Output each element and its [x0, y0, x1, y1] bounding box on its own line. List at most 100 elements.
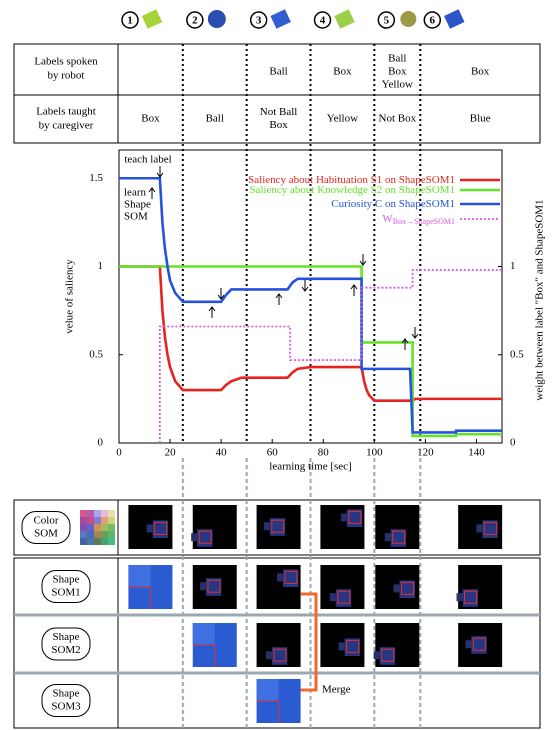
annotation: Shape: [124, 199, 151, 211]
merge-label: Merge: [322, 684, 351, 696]
som-unit: [277, 573, 285, 581]
legend-name: Curiosity C on ShapeSOM1: [331, 198, 455, 210]
palette-cell: [101, 510, 108, 517]
x-tick-label: 120: [417, 447, 434, 459]
y-tick-label: 1: [98, 260, 104, 272]
step-number: 3: [256, 15, 262, 27]
som-label: Color: [33, 515, 58, 527]
step-number: 1: [127, 15, 133, 27]
palette-cell: [101, 524, 108, 531]
legend-name: Saliency about Knowledge S2 on ShapeSOM1: [249, 184, 455, 196]
row-header: by robot: [48, 70, 85, 82]
som-label: SOM1: [51, 587, 80, 599]
y-tick-label: 0.5: [89, 348, 103, 360]
table-cell: Box: [141, 113, 160, 125]
annotation: learn: [124, 187, 146, 199]
palette-cell: [108, 517, 115, 524]
som-label: Shape: [53, 574, 80, 586]
som-label: SOM: [34, 528, 58, 540]
row-header: Labels taught: [36, 106, 96, 118]
som-unit: [374, 651, 382, 659]
palette-cell: [108, 538, 115, 545]
x-tick-label: 40: [216, 447, 228, 459]
y-axis-label: velue of saliency: [64, 259, 76, 334]
row-header: by caregiver: [39, 120, 94, 132]
palette-cell: [94, 531, 101, 538]
palette-cell: [108, 510, 115, 517]
palette-cell: [94, 517, 101, 524]
palette-cell: [80, 531, 87, 538]
som-unit: [339, 642, 347, 650]
table-cell: Ball: [206, 113, 224, 125]
y-tick-label: 0: [98, 437, 104, 449]
som-unit: [385, 533, 393, 541]
palette-cell: [87, 524, 94, 531]
table-cell: Box: [471, 66, 490, 78]
palette-cell: [87, 510, 94, 517]
x-tick-label: 0: [116, 447, 122, 459]
x-tick-label: 20: [165, 447, 177, 459]
palette-cell: [101, 538, 108, 545]
palette-cell: [80, 510, 87, 517]
table-cell: Not Ball: [260, 106, 298, 118]
som-unit: [394, 584, 402, 592]
y2-tick-label: 1: [510, 260, 516, 272]
y2-axis-label: weight between label "Box" and ShapeSOM1: [534, 199, 546, 400]
palette-cell: [80, 538, 87, 545]
object-image: [208, 10, 226, 28]
palette-cell: [101, 531, 108, 538]
table-cell: Box: [269, 119, 288, 131]
table-cell: Box: [333, 66, 352, 78]
palette-cell: [108, 524, 115, 531]
palette-cell: [80, 524, 87, 531]
object-image: [400, 11, 416, 27]
palette-cell: [87, 517, 94, 524]
step-number: 4: [320, 15, 326, 27]
palette-cell: [87, 538, 94, 545]
palette-cell: [101, 517, 108, 524]
x-tick-label: 100: [366, 447, 383, 459]
figure: 123456Labels spokenby robotBallBoxBallBo…: [0, 0, 552, 730]
som-label: Shape: [53, 631, 80, 643]
palette-cell: [94, 510, 101, 517]
table-cell: Ball: [388, 53, 406, 65]
x-tick-label: 80: [318, 447, 330, 459]
palette-cell: [94, 524, 101, 531]
table-cell: Not Box: [379, 113, 417, 125]
step-number: 5: [384, 15, 390, 27]
x-tick-label: 60: [267, 447, 279, 459]
merge-line: [301, 594, 316, 690]
som-label: Shape: [53, 688, 80, 700]
palette-cell: [108, 531, 115, 538]
legend-name: W: [382, 213, 393, 225]
legend-subscript: Box→ShapeSOM1: [393, 217, 455, 226]
object-image: [334, 9, 354, 28]
som-unit: [341, 513, 349, 521]
row-header: Labels spoken: [34, 56, 98, 68]
som-unit: [200, 582, 208, 590]
som-unit: [266, 651, 274, 659]
legend-label: WBox→ShapeSOM1: [382, 213, 455, 226]
object-image: [270, 9, 290, 28]
legend-label: Curiosity C on ShapeSOM1: [331, 198, 455, 210]
annotation: teach label: [124, 154, 171, 166]
annotation: SOM: [124, 211, 148, 223]
x-axis-label: learning time [sec]: [269, 461, 351, 473]
som-unit: [193, 623, 215, 645]
x-tick-label: 140: [468, 447, 485, 459]
som-unit: [330, 593, 338, 601]
som-label: SOM3: [51, 701, 81, 713]
y-tick-label: 1.5: [89, 172, 103, 184]
table-cell: Yellow: [382, 79, 413, 91]
som-unit: [476, 524, 484, 532]
object-image: [142, 9, 162, 28]
som-unit: [128, 565, 150, 587]
step-number: 6: [430, 15, 436, 27]
object-image: [444, 9, 464, 28]
palette-cell: [94, 538, 101, 545]
som-unit: [457, 593, 465, 601]
som-unit: [257, 679, 279, 701]
table-cell: Blue: [470, 113, 491, 125]
som-unit: [191, 533, 199, 541]
som-unit: [264, 522, 272, 530]
